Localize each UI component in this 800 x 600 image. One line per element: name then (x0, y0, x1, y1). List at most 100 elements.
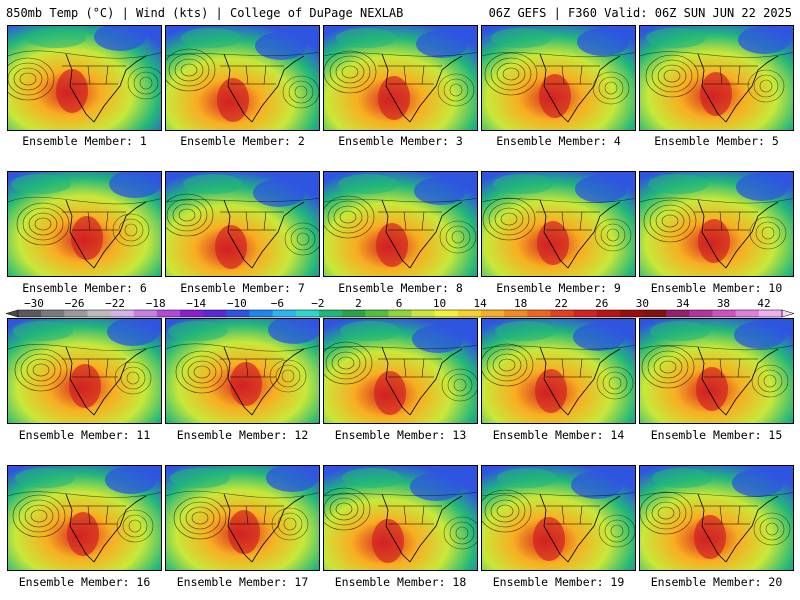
ensemble-member-label: Ensemble Member: 17 (176, 575, 309, 589)
header-left-title: 850mb Temp (°C) | Wind (kts) | College o… (6, 6, 404, 20)
ensemble-map-panel (481, 171, 636, 277)
header-right-title: 06Z GEFS | F360 Valid: 06Z SUN JUN 22 20… (488, 6, 792, 20)
temperature-field-map (324, 319, 477, 423)
colorbar-segment (573, 310, 598, 317)
ensemble-member-label: Ensemble Member: 7 (180, 281, 305, 295)
ensemble-member-label: Ensemble Member: 14 (492, 428, 625, 442)
temperature-field-map (166, 319, 319, 423)
ensemble-member-label: Ensemble Member: 1 (22, 134, 147, 148)
colorbar-segment (434, 310, 459, 317)
colorbar-tick-label: 18 (514, 297, 527, 310)
temperature-field-map (324, 172, 477, 276)
colorbar-segment (712, 310, 736, 317)
colorbar-segment (388, 310, 412, 317)
colorbar-segment (481, 310, 505, 317)
ensemble-map-panel (323, 171, 478, 277)
colorbar-segment (203, 310, 227, 317)
colorbar-tick-label: 30 (636, 297, 649, 310)
colorbar-segment (735, 310, 760, 317)
ensemble-member-label: Ensemble Member: 16 (18, 575, 151, 589)
ensemble-member-label: Ensemble Member: 19 (492, 575, 625, 589)
ensemble-map-panel (323, 25, 478, 131)
temperature-field-map (482, 26, 635, 130)
temperature-field-map (8, 319, 161, 423)
colorbar-tick-label: 34 (676, 297, 690, 310)
ensemble-map-panel (639, 171, 794, 277)
colorbar-segment (133, 310, 158, 317)
colorbar-segment (457, 310, 482, 317)
colorbar-segment (758, 310, 783, 317)
temperature-field-map (640, 26, 793, 130)
colorbar-segment (550, 310, 574, 317)
ensemble-member-label: Ensemble Member: 13 (334, 428, 467, 442)
colorbar-tick-label: 10 (433, 297, 446, 310)
colorbar-tick-label: −30 (24, 297, 44, 310)
colorbar-segment (110, 310, 135, 317)
colorbar-tick-label: 38 (717, 297, 730, 310)
colorbar-tick-label: −18 (146, 297, 166, 310)
colorbar-segment (249, 310, 273, 317)
colorbar-tick-label: 26 (595, 297, 608, 310)
ensemble-member-label: Ensemble Member: 11 (18, 428, 151, 442)
colorbar-segment (689, 310, 713, 317)
colorbar-segment (596, 310, 621, 317)
ensemble-map-panel (7, 465, 162, 571)
colorbar-segment (643, 310, 667, 317)
ensemble-map-panel (7, 171, 162, 277)
ensemble-map-panel (165, 318, 320, 424)
temperature-field-map (482, 466, 635, 570)
colorbar-segment (527, 310, 551, 317)
colorbar-segment (226, 310, 250, 317)
colorbar-segment (619, 310, 644, 317)
colorbar-tick-label: 42 (757, 297, 770, 310)
ensemble-map-panel (323, 318, 478, 424)
ensemble-member-label: Ensemble Member: 4 (496, 134, 621, 148)
ensemble-member-label: Ensemble Member: 18 (334, 575, 467, 589)
ensemble-map-panel (639, 25, 794, 131)
temperature-field-map (640, 466, 793, 570)
colorbar-left-arrow (5, 309, 19, 318)
colorbar-segment (180, 310, 204, 317)
ensemble-map-panel (165, 465, 320, 571)
temperature-field-map (324, 466, 477, 570)
colorbar-segment (18, 310, 42, 317)
ensemble-member-label: Ensemble Member: 20 (650, 575, 783, 589)
temperature-field-map (482, 172, 635, 276)
colorbar-segment (295, 310, 320, 317)
colorbar-tick-label: −14 (186, 297, 206, 310)
ensemble-map-panel (7, 25, 162, 131)
ensemble-member-label: Ensemble Member: 2 (180, 134, 305, 148)
ensemble-map-panel (639, 318, 794, 424)
ensemble-member-label: Ensemble Member: 6 (22, 281, 147, 295)
temperature-field-map (8, 172, 161, 276)
ensemble-map-panel (323, 465, 478, 571)
ensemble-member-label: Ensemble Member: 15 (650, 428, 783, 442)
colorbar-segment (272, 310, 297, 317)
colorbar-tick-label: −2 (311, 297, 324, 310)
colorbar-tick-label: −22 (105, 297, 125, 310)
ensemble-member-label: Ensemble Member: 8 (338, 281, 463, 295)
colorbar-segment (342, 310, 366, 317)
temperature-field-map (8, 466, 161, 570)
colorbar-tick-label: 14 (473, 297, 487, 310)
colorbar-tick-label: 2 (355, 297, 362, 310)
temperature-field-map (166, 26, 319, 130)
ensemble-member-label: Ensemble Member: 5 (654, 134, 779, 148)
ensemble-member-label: Ensemble Member: 10 (650, 281, 783, 295)
colorbar-tick-label: 6 (396, 297, 403, 310)
temperature-field-map (166, 172, 319, 276)
temperature-colorbar: −30 −26 −22 −18 −14 −10 −6 −2 2 6 10 14 18 22 26 30 34 38… (5, 297, 795, 318)
colorbar-segment (504, 310, 528, 317)
colorbar-tick-label: −6 (271, 297, 284, 310)
ensemble-map-panel (481, 25, 636, 131)
ensemble-map-panel (165, 25, 320, 131)
colorbar-tick-label: −26 (65, 297, 85, 310)
ensemble-member-label: Ensemble Member: 3 (338, 134, 463, 148)
colorbar-segment (64, 310, 88, 317)
colorbar-tick-label: 22 (555, 297, 568, 310)
ensemble-map-panel (481, 318, 636, 424)
colorbar-segment (87, 310, 111, 317)
colorbar-segment (156, 310, 181, 317)
ensemble-map-panel (7, 318, 162, 424)
colorbar-segment (666, 310, 690, 317)
